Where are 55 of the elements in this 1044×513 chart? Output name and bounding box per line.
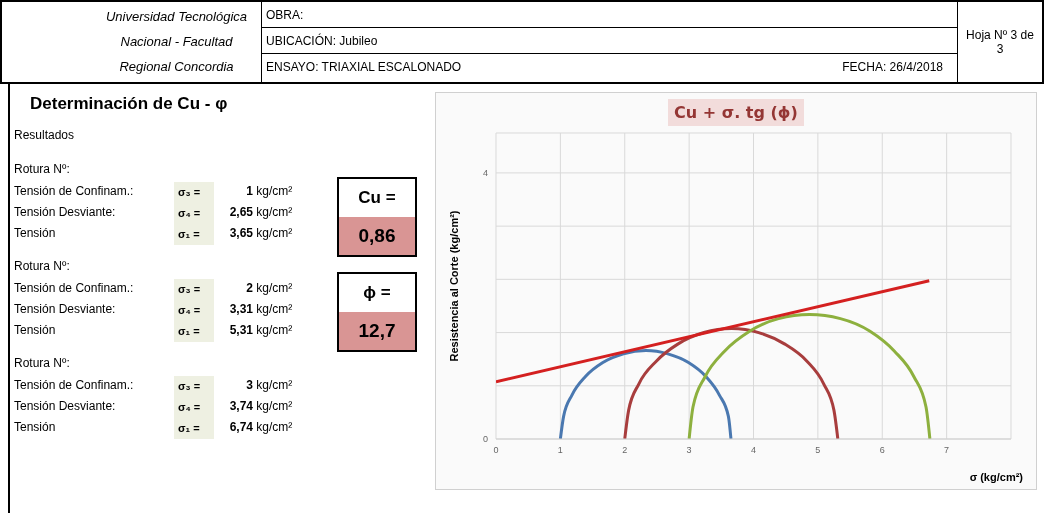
- line-series: [687, 313, 932, 439]
- text: FECHA: 26/4/2018: [842, 59, 943, 74]
- text: Tensión de Confinam.:: [14, 378, 134, 392]
- text: 1 kg/cm²: [245, 184, 294, 198]
- text: Rotura Nº:: [14, 356, 70, 370]
- text: Tensión Desviante:: [14, 399, 116, 413]
- text: σ₁ =: [174, 321, 214, 342]
- line-series: [558, 349, 733, 439]
- text: Tensión de Confinam.:: [14, 184, 134, 198]
- text: 2,65 kg/cm²: [228, 205, 294, 219]
- text: Determinación de Cu - φ: [30, 94, 228, 114]
- text: σ₃ =: [174, 182, 214, 203]
- x-tick-label: 4: [750, 445, 757, 456]
- text: Tensión Desviante:: [14, 302, 116, 316]
- text: 3 kg/cm²: [245, 378, 294, 392]
- text: 12,7: [339, 312, 415, 350]
- text: ϕ =: [362, 282, 392, 304]
- y-axis-title: Resistencia al Corte (kg/cm²): [447, 210, 460, 362]
- text: Tensión: [14, 420, 56, 434]
- x-tick-label: 6: [879, 445, 885, 456]
- x-tick-label: 2: [622, 445, 628, 456]
- text: σ₄ =: [174, 203, 214, 224]
- text: UBICACIÓN: Jubileo: [266, 33, 378, 48]
- x-tick-label: 1: [557, 445, 563, 456]
- text: Resultados: [14, 128, 75, 142]
- x-tick-label: 0: [493, 445, 499, 456]
- text: Cu =: [357, 187, 397, 209]
- text: σ₁ =: [174, 418, 214, 439]
- text: 3,65 kg/cm²: [228, 226, 294, 240]
- text: Tensión Desviante:: [14, 205, 116, 219]
- x-tick-label: 7: [944, 445, 950, 456]
- text: σ₄ =: [174, 397, 214, 418]
- text: Universidad Tecnológica Nacional - Facultad Regional Concordia: [92, 2, 262, 82]
- text: ENSAYO: TRIAXIAL ESCALONADO: [266, 59, 462, 74]
- text: 0,86: [339, 217, 415, 255]
- text: 3,31 kg/cm²: [228, 302, 294, 316]
- text: Rotura Nº:: [14, 162, 70, 176]
- text: Tensión: [14, 323, 56, 337]
- text: Tensión: [14, 226, 56, 240]
- text: 3,74 kg/cm²: [228, 399, 294, 413]
- text: 6,74 kg/cm²: [228, 420, 294, 434]
- text: σ₃ =: [174, 279, 214, 300]
- text: Tensión de Confinam.:: [14, 281, 134, 295]
- text: Rotura Nº:: [14, 259, 70, 273]
- text: OBRA:: [266, 7, 304, 22]
- chart-title: Cu + σ. tg (ϕ): [668, 99, 804, 126]
- text: σ₄ =: [174, 300, 214, 321]
- text: 2 kg/cm²: [245, 281, 294, 295]
- text: 5,31 kg/cm²: [228, 323, 294, 337]
- x-tick-label: 5: [815, 445, 821, 456]
- x-tick-label: 3: [686, 445, 692, 456]
- text: σ₃ =: [174, 376, 214, 397]
- text: σ₁ =: [174, 224, 214, 245]
- text: Hoja Nº 3 de 3: [965, 27, 1035, 58]
- x-axis-title: σ (kg/cm²): [969, 471, 1024, 483]
